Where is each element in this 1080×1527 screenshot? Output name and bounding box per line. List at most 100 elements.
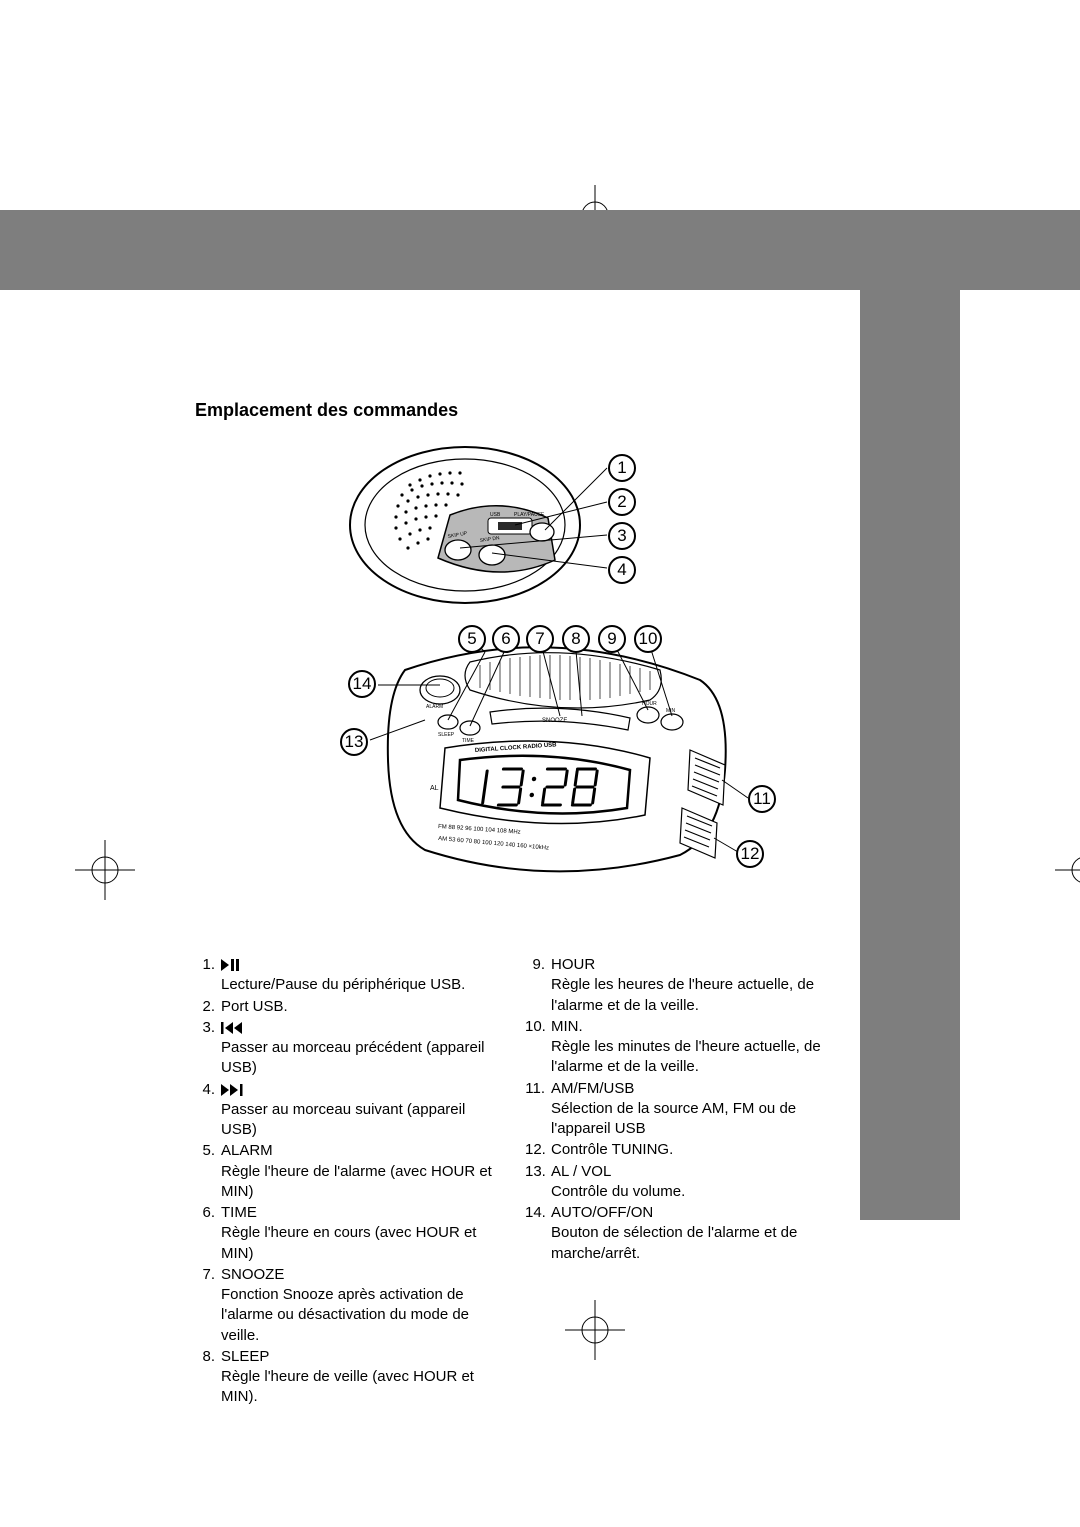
side-band (860, 290, 960, 1220)
item-number: 4. (195, 1080, 221, 1141)
item-body: HOURRègle les heures de l'heure actuelle… (551, 955, 835, 1016)
device-diagram: USB PLAY/PAUSE SKIP UP SKIP DN (330, 440, 790, 900)
svg-text:USB: USB (490, 512, 501, 518)
list-item: 9.HOURRègle les heures de l'heure actuel… (525, 955, 835, 1016)
list-item: 1.Lecture/Pause du périphérique USB. (195, 955, 505, 996)
item-label (221, 955, 505, 975)
item-number: 1. (195, 955, 221, 996)
item-number: 9. (525, 955, 551, 1016)
item-desc: Passer au morceau suivant (appareil USB) (221, 1100, 505, 1141)
item-body: Port USB. (221, 997, 505, 1017)
item-body: Passer au morceau suivant (appareil USB) (221, 1080, 505, 1141)
controls-list: 1.Lecture/Pause du périphérique USB.2.Po… (195, 955, 835, 1409)
svg-text:AL: AL (430, 785, 439, 792)
callout-4: 4 (608, 556, 636, 584)
language-badge: FR (796, 1192, 818, 1208)
list-item: 11.AM/FM/USBSélection de la source AM, F… (525, 1079, 835, 1140)
svg-text:TIME: TIME (462, 738, 475, 744)
item-label: HOUR (551, 955, 835, 975)
callout-7: 7 (526, 625, 554, 653)
item-label: SLEEP (221, 1347, 505, 1367)
callout-14: 14 (348, 670, 376, 698)
item-body: ALARMRègle l'heure de l'alarme (avec HOU… (221, 1141, 505, 1202)
svg-text:ALARM: ALARM (426, 704, 443, 710)
item-desc: Règle les minutes de l'heure actuelle, d… (551, 1037, 835, 1078)
item-label (221, 1080, 505, 1100)
callout-13: 13 (340, 728, 368, 756)
list-item: 14.AUTO/OFF/ONBouton de sélection de l'a… (525, 1203, 835, 1264)
manual-page: Emplacement des commandes (0, 0, 1080, 1527)
svg-text:SNOOZE: SNOOZE (542, 718, 567, 724)
item-body: TIMERègle l'heure en cours (avec HOUR et… (221, 1203, 505, 1264)
callout-12: 12 (736, 840, 764, 868)
list-item: 13.AL / VOLContrôle du volume. (525, 1162, 835, 1203)
device-top-view: USB PLAY/PAUSE SKIP UP SKIP DN (350, 447, 607, 603)
list-item: 10.MIN.Règle les minutes de l'heure actu… (525, 1017, 835, 1078)
section-heading: Emplacement des commandes (195, 400, 458, 421)
item-desc: Passer au morceau précédent (appareil US… (221, 1038, 505, 1079)
item-desc: Sélection de la source AM, FM ou de l'ap… (551, 1099, 835, 1140)
item-body: Lecture/Pause du périphérique USB. (221, 955, 505, 996)
item-body: AUTO/OFF/ONBouton de sélection de l'alar… (551, 1203, 835, 1264)
item-label: AUTO/OFF/ON (551, 1203, 835, 1223)
register-mark (1055, 840, 1080, 900)
item-label: Contrôle TUNING. (551, 1140, 835, 1160)
register-mark (75, 840, 135, 900)
callout-2: 2 (608, 488, 636, 516)
item-desc: Règle l'heure de l'alarme (avec HOUR et … (221, 1162, 505, 1203)
item-body: SNOOZEFonction Snooze après activation d… (221, 1265, 505, 1346)
item-desc: Règle l'heure de veille (avec HOUR et MI… (221, 1367, 505, 1408)
list-item: 12.Contrôle TUNING. (525, 1140, 835, 1160)
item-label: TIME (221, 1203, 505, 1223)
item-desc: Bouton de sélection de l'alarme et de ma… (551, 1223, 835, 1264)
item-label: AL / VOL (551, 1162, 835, 1182)
item-number: 8. (195, 1347, 221, 1408)
item-label: SNOOZE (221, 1265, 505, 1285)
page-footer: FR 19. (796, 1190, 850, 1210)
header-band (0, 210, 1080, 290)
item-label: MIN. (551, 1017, 835, 1037)
item-desc: Lecture/Pause du périphérique USB. (221, 975, 505, 995)
item-number: 13. (525, 1162, 551, 1203)
item-body: AL / VOLContrôle du volume. (551, 1162, 835, 1203)
svg-text:SLEEP: SLEEP (438, 732, 455, 738)
list-col-right: 9.HOURRègle les heures de l'heure actuel… (525, 955, 835, 1409)
item-number: 5. (195, 1141, 221, 1202)
item-number: 6. (195, 1203, 221, 1264)
callout-3: 3 (608, 522, 636, 550)
item-body: SLEEPRègle l'heure de veille (avec HOUR … (221, 1347, 505, 1408)
item-label: Port USB. (221, 997, 505, 1017)
callout-11: 11 (748, 785, 776, 813)
item-label: ALARM (221, 1141, 505, 1161)
device-front-view: SNOOZE ALARM HOUR MIN SLEEP TIME DIGITAL… (370, 640, 748, 871)
item-desc: Contrôle du volume. (551, 1182, 835, 1202)
callout-5: 5 (458, 625, 486, 653)
item-body: Passer au morceau précédent (appareil US… (221, 1018, 505, 1079)
item-number: 7. (195, 1265, 221, 1346)
list-item: 3.Passer au morceau précédent (appareil … (195, 1018, 505, 1079)
item-body: MIN.Règle les minutes de l'heure actuell… (551, 1017, 835, 1078)
callout-6: 6 (492, 625, 520, 653)
list-item: 8.SLEEPRègle l'heure de veille (avec HOU… (195, 1347, 505, 1408)
item-number: 2. (195, 997, 221, 1017)
list-item: 2.Port USB. (195, 997, 505, 1017)
list-item: 5.ALARMRègle l'heure de l'alarme (avec H… (195, 1141, 505, 1202)
item-number: 10. (525, 1017, 551, 1078)
item-number: 11. (525, 1079, 551, 1140)
list-col-left: 1.Lecture/Pause du périphérique USB.2.Po… (195, 955, 505, 1409)
list-item: 4.Passer au morceau suivant (appareil US… (195, 1080, 505, 1141)
item-number: 3. (195, 1018, 221, 1079)
item-body: Contrôle TUNING. (551, 1140, 835, 1160)
svg-text:PLAY/PAUSE: PLAY/PAUSE (514, 512, 545, 518)
page-number: 19. (826, 1190, 850, 1210)
callout-1: 1 (608, 454, 636, 482)
item-number: 12. (525, 1140, 551, 1160)
item-desc: Règle les heures de l'heure actuelle, de… (551, 975, 835, 1016)
callout-8: 8 (562, 625, 590, 653)
list-item: 7.SNOOZEFonction Snooze après activation… (195, 1265, 505, 1346)
callout-9: 9 (598, 625, 626, 653)
item-body: AM/FM/USBSélection de la source AM, FM o… (551, 1079, 835, 1140)
callout-10: 10 (634, 625, 662, 653)
item-number: 14. (525, 1203, 551, 1264)
item-label (221, 1018, 505, 1038)
